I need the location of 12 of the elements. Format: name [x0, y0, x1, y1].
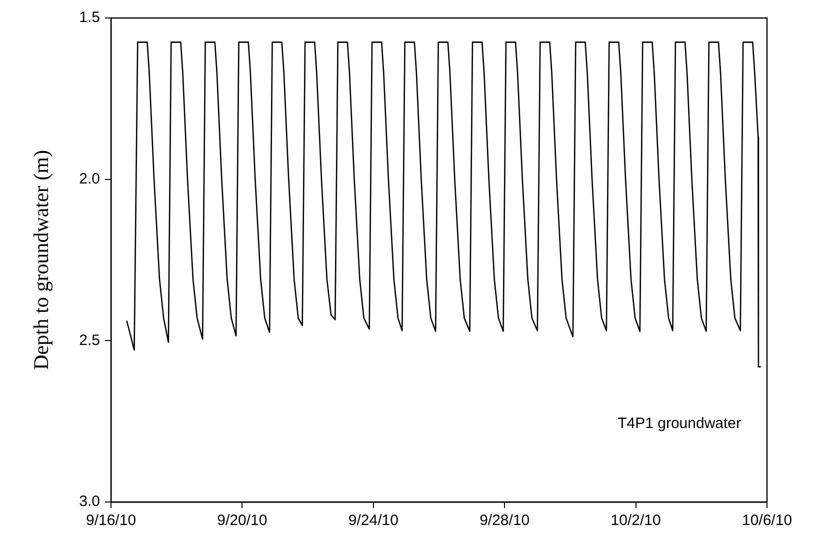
x-tick-label: 10/6/10 — [742, 512, 792, 530]
y-axis-title: Depth to groundwater (m) — [29, 150, 54, 370]
x-tick-label: 9/28/10 — [480, 512, 530, 530]
x-tick-label: 9/16/10 — [86, 512, 136, 530]
x-tick-label: 9/20/10 — [217, 512, 268, 530]
annotation: T4P1 groundwater — [618, 415, 742, 432]
y-tick-label: 2.0 — [79, 170, 100, 188]
y-tick-label: 3.0 — [79, 493, 100, 510]
x-tick-label: 9/24/10 — [348, 512, 398, 530]
y-tick-label: 2.5 — [79, 332, 100, 349]
y-tick-label: 1.5 — [79, 9, 100, 26]
x-tick-label: 10/2/10 — [610, 512, 661, 530]
